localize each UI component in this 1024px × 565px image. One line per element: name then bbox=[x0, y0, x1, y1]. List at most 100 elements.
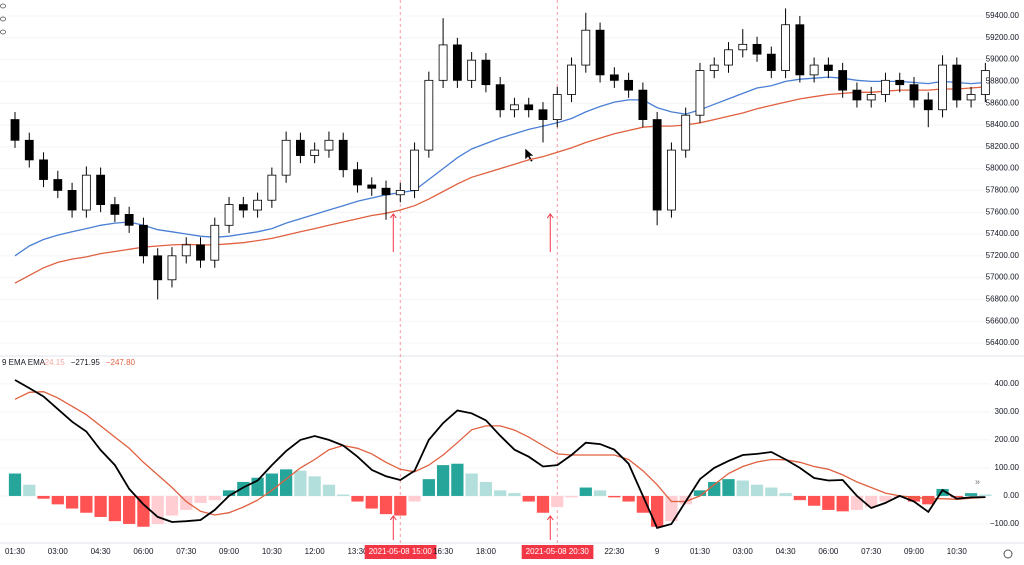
histogram-bar bbox=[708, 481, 721, 496]
candle-body bbox=[638, 89, 648, 120]
y-tick-label: 58400.00 bbox=[986, 120, 1020, 129]
event-arrow-head bbox=[389, 515, 397, 521]
candle-body bbox=[752, 43, 762, 55]
candle-body bbox=[481, 59, 491, 86]
x-tick-highlight bbox=[364, 545, 437, 559]
candle-body bbox=[795, 24, 805, 76]
candle-body bbox=[467, 59, 477, 81]
candle-body bbox=[81, 174, 91, 211]
candle-body bbox=[181, 244, 191, 257]
candle-body bbox=[281, 139, 291, 176]
histogram-bar bbox=[351, 495, 364, 502]
histogram-bar bbox=[579, 487, 592, 496]
histogram-bar bbox=[736, 480, 749, 496]
candle-body bbox=[452, 44, 462, 81]
histogram-bar bbox=[865, 495, 878, 508]
histogram-bar bbox=[365, 495, 378, 509]
y-tick-label: 56600.00 bbox=[986, 316, 1020, 325]
histogram-bar bbox=[123, 495, 136, 524]
histogram-bar bbox=[565, 495, 578, 498]
event-arrow-head bbox=[389, 213, 397, 219]
candle-body bbox=[866, 94, 876, 101]
candle-body bbox=[395, 190, 405, 196]
x-tick-label: 07:30 bbox=[176, 547, 197, 556]
legend-value: −24.15 bbox=[40, 358, 65, 367]
candle-body bbox=[338, 139, 348, 171]
histogram-bar bbox=[964, 493, 978, 496]
histogram-bar bbox=[793, 495, 806, 501]
eye-icon[interactable] bbox=[0, 16, 6, 22]
candle-body bbox=[823, 64, 833, 71]
x-tick-label: 03:00 bbox=[733, 547, 754, 556]
histogram-bar bbox=[451, 463, 464, 496]
histogram-bar bbox=[950, 495, 963, 498]
histogram-bar bbox=[265, 473, 278, 496]
x-tick-label: 03:00 bbox=[48, 547, 69, 556]
candle-body bbox=[153, 255, 163, 281]
y-tick-label: 56400.00 bbox=[986, 338, 1020, 347]
candle-body bbox=[267, 174, 277, 201]
x-tick-highlight bbox=[521, 545, 594, 559]
histogram-bar bbox=[436, 465, 450, 496]
candle-body bbox=[210, 224, 220, 261]
histogram-bar bbox=[636, 495, 650, 513]
candle-body bbox=[909, 84, 919, 101]
candle-body bbox=[67, 190, 77, 211]
histogram-bar bbox=[651, 495, 664, 527]
settings-icon[interactable] bbox=[1003, 549, 1013, 559]
candle-body bbox=[381, 187, 391, 196]
y-tick-label: −100.00 bbox=[990, 519, 1020, 528]
candle-body bbox=[952, 64, 962, 101]
candle-body bbox=[53, 179, 63, 191]
histogram-bar bbox=[23, 484, 36, 496]
candle-body bbox=[681, 114, 691, 151]
x-tick-label: 10:30 bbox=[947, 547, 968, 556]
x-tick-label: 10:30 bbox=[262, 547, 283, 556]
eye-icon[interactable] bbox=[0, 3, 6, 9]
y-tick-label: 57400.00 bbox=[986, 229, 1020, 238]
histogram-bar bbox=[322, 484, 336, 496]
candle-body bbox=[167, 255, 177, 281]
candle-body bbox=[667, 149, 676, 211]
candle-body bbox=[895, 79, 905, 86]
histogram-bar bbox=[165, 495, 179, 516]
histogram-bar bbox=[822, 495, 835, 510]
candle-body bbox=[10, 119, 20, 141]
y-tick-label: 57200.00 bbox=[986, 251, 1020, 260]
histogram-bar bbox=[222, 490, 236, 496]
histogram-bar bbox=[8, 473, 22, 496]
histogram-bar bbox=[80, 495, 93, 513]
y-tick-label: 200.00 bbox=[995, 435, 1020, 444]
y-tick-label: 100.00 bbox=[995, 463, 1020, 472]
y-tick-label: 59200.00 bbox=[986, 33, 1020, 42]
candle-body bbox=[353, 169, 362, 186]
histogram-bar bbox=[237, 481, 250, 496]
histogram-bar bbox=[51, 495, 64, 505]
histogram-bar bbox=[608, 495, 621, 498]
x-tick-label: 16:30 bbox=[433, 547, 454, 556]
histogram-bar bbox=[879, 495, 892, 502]
eye-icon[interactable] bbox=[0, 29, 6, 35]
candle-body bbox=[110, 204, 120, 215]
y-tick-label: 57600.00 bbox=[986, 207, 1020, 216]
x-tick-label: 01:30 bbox=[690, 547, 711, 556]
histogram-bar bbox=[922, 495, 935, 505]
histogram-bar bbox=[208, 495, 221, 501]
candle-body bbox=[510, 104, 519, 111]
histogram-bar bbox=[979, 494, 992, 496]
x-tick-label: 22:30 bbox=[604, 547, 625, 556]
candle-body bbox=[424, 79, 434, 151]
candle-body bbox=[96, 174, 106, 205]
histogram-bar bbox=[522, 495, 535, 502]
visibility-icons[interactable] bbox=[0, 3, 6, 35]
histogram-bar bbox=[593, 490, 607, 496]
histogram-bar bbox=[294, 470, 307, 496]
histogram-bar bbox=[151, 495, 164, 524]
scroll-button[interactable]: » bbox=[975, 476, 980, 486]
candle-body bbox=[695, 70, 705, 116]
histogram-bar bbox=[422, 479, 435, 496]
candle-body bbox=[310, 149, 320, 156]
mouse-cursor bbox=[524, 147, 535, 163]
candle-body bbox=[938, 64, 947, 111]
